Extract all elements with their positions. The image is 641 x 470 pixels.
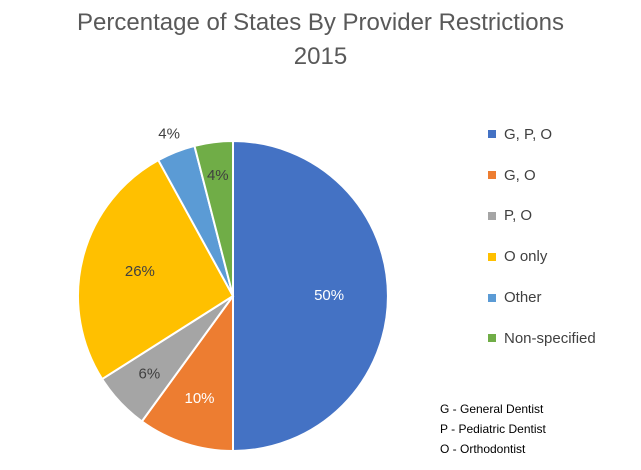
data-label: 4% (158, 126, 180, 143)
legend-label: O only (504, 248, 548, 266)
legend-swatch (488, 211, 496, 220)
data-label: 26% (125, 263, 155, 280)
chart-title: Percentage of States By Provider Restric… (0, 6, 641, 74)
data-label: 6% (139, 365, 161, 382)
note-general-dentist: G - General Dentist (440, 402, 544, 416)
legend-swatch (488, 171, 496, 180)
legend-label: Other (504, 289, 542, 307)
pie-slice-g-o (140, 292, 234, 453)
legend-swatch (488, 130, 496, 139)
note-orthodontist: O - Orthodontist (440, 442, 526, 456)
legend: G, P, O G, O P, O O only Other Non-speci… (488, 114, 596, 359)
data-label: 4% (207, 167, 229, 184)
legend-item-g-o: G, O (488, 155, 596, 196)
legend-label: G, P, O (504, 125, 553, 143)
pie-slice-o-only (77, 158, 235, 381)
legend-label: Non-specified (504, 329, 596, 347)
note-pediatric-dentist: P - Pediatric Dentist (440, 422, 546, 436)
chart-title-line2: 2015 (293, 43, 348, 70)
legend-label: G, O (504, 166, 536, 184)
data-label: 50% (314, 287, 344, 304)
legend-swatch (488, 252, 496, 261)
data-label: 10% (184, 390, 214, 407)
legend-swatch (488, 293, 496, 302)
legend-swatch (488, 334, 496, 343)
pie-slice-g-p-o (232, 139, 389, 453)
chart-title-line1: Percentage of States By Provider Restric… (77, 9, 564, 36)
legend-item-o-only: O only (488, 236, 596, 277)
legend-item-other: Other (488, 277, 596, 318)
pie-slice-non-specified (193, 139, 234, 297)
legend-label: P, O (504, 207, 533, 225)
legend-item-p-o: P, O (488, 196, 596, 237)
legend-item-non-specified: Non-specified (488, 318, 596, 359)
abbreviation-notes: G - General Dentist P - Pediatric Dentis… (440, 399, 546, 459)
legend-item-g-p-o: G, P, O (488, 114, 596, 155)
